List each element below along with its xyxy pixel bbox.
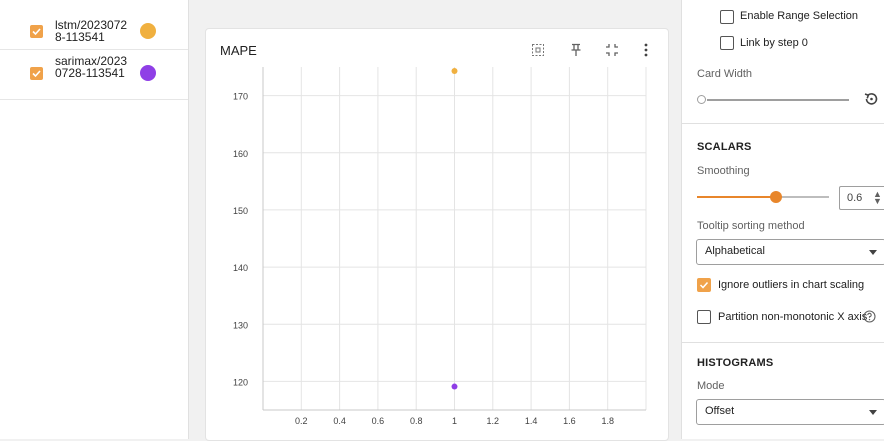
y-tick-label: 160 <box>233 149 248 159</box>
data-point <box>451 383 458 390</box>
stepper-icon[interactable]: ▲ ▼ <box>873 189 882 206</box>
help-icon[interactable] <box>863 310 876 328</box>
x-tick-label: 0.8 <box>410 416 423 426</box>
data-point <box>451 68 458 75</box>
histogram-mode-value: Offset <box>705 405 735 417</box>
y-tick-label: 120 <box>233 377 248 387</box>
histograms-section-title: HISTOGRAMS <box>697 357 774 369</box>
smoothing-slider[interactable] <box>697 190 829 204</box>
card-width-slider[interactable] <box>697 95 849 104</box>
run-row[interactable]: lstm/20230728-113541 <box>0 0 188 50</box>
link-by-step-label: Link by step 0 <box>740 37 808 49</box>
scalar-chart-card: MAPE 120 130 140 150 160 170 0.2 0.4 0.6 0.8 1 1.2 1… <box>205 28 669 441</box>
x-tick-label: 0.2 <box>295 416 308 426</box>
more-vert-icon[interactable] <box>637 41 655 59</box>
x-tick-label: 1.8 <box>601 416 614 426</box>
ignore-outliers-label: Ignore outliers in chart scaling <box>718 279 865 291</box>
ignore-outliers-checkbox[interactable] <box>697 278 711 292</box>
collapse-icon[interactable] <box>603 41 621 59</box>
pin-icon[interactable] <box>567 41 585 59</box>
runs-panel: lstm/20230728-113541 sarimax/20230728-11… <box>0 0 189 439</box>
smoothing-value: 0.6 <box>847 192 863 204</box>
link-by-step-checkbox[interactable] <box>720 36 734 50</box>
y-tick-label: 140 <box>233 263 248 273</box>
x-tick-label: 1.2 <box>487 416 500 426</box>
y-tick-label: 170 <box>233 92 248 102</box>
fit-to-data-icon[interactable] <box>529 41 547 59</box>
reset-width-icon[interactable] <box>863 91 879 112</box>
card-width-slider-thumb[interactable] <box>697 95 706 104</box>
card-width-slider-track <box>707 99 849 101</box>
run-row[interactable]: sarimax/20230728-113541 <box>0 49 188 100</box>
smoothing-slider-fill <box>697 196 776 198</box>
partition-x-checkbox[interactable] <box>697 310 711 324</box>
dropdown-arrow-icon <box>869 250 877 255</box>
enable-range-selection-label: Enable Range Selection <box>740 10 859 22</box>
partition-x-label: Partition non-monotonic X axis <box>718 311 868 323</box>
run-color-swatch[interactable] <box>140 23 156 39</box>
mode-label: Mode <box>697 380 725 392</box>
x-tick-label: 1 <box>452 416 457 426</box>
divider <box>682 123 884 124</box>
chart-title: MAPE <box>220 43 257 58</box>
smoothing-slider-thumb[interactable] <box>770 191 782 203</box>
x-tick-label: 0.4 <box>333 416 346 426</box>
smoothing-label: Smoothing <box>697 165 750 177</box>
smoothing-input[interactable]: 0.6 ▲ ▼ <box>839 186 884 210</box>
card-width-label: Card Width <box>697 68 753 80</box>
settings-panel: Enable Range Selection Link by step 0 Ca… <box>681 0 884 439</box>
scalars-section-title: SCALARS <box>697 141 752 153</box>
chart-plot[interactable]: 120 130 140 150 160 170 0.2 0.4 0.6 0.8 1 1.2 1.4 1.6… <box>206 29 668 440</box>
histogram-mode-select[interactable]: Offset <box>696 399 884 425</box>
run-color-swatch[interactable] <box>140 65 156 81</box>
run-label: lstm/20230728-113541 <box>55 18 128 44</box>
enable-range-selection-checkbox[interactable] <box>720 10 734 24</box>
run-label: sarimax/20230728-113541 <box>55 54 128 80</box>
dropdown-arrow-icon <box>869 410 877 415</box>
run-checkbox-icon[interactable] <box>30 67 43 80</box>
tooltip-sort-select[interactable]: Alphabetical <box>696 239 884 265</box>
x-tick-label: 1.6 <box>563 416 576 426</box>
x-tick-label: 1.4 <box>525 416 538 426</box>
tooltip-sort-value: Alphabetical <box>705 245 765 257</box>
y-tick-label: 150 <box>233 206 248 216</box>
tooltip-sort-label: Tooltip sorting method <box>697 220 805 232</box>
run-checkbox-icon[interactable] <box>30 25 43 38</box>
y-tick-label: 130 <box>233 320 248 330</box>
divider <box>682 342 884 343</box>
x-tick-label: 0.6 <box>372 416 385 426</box>
